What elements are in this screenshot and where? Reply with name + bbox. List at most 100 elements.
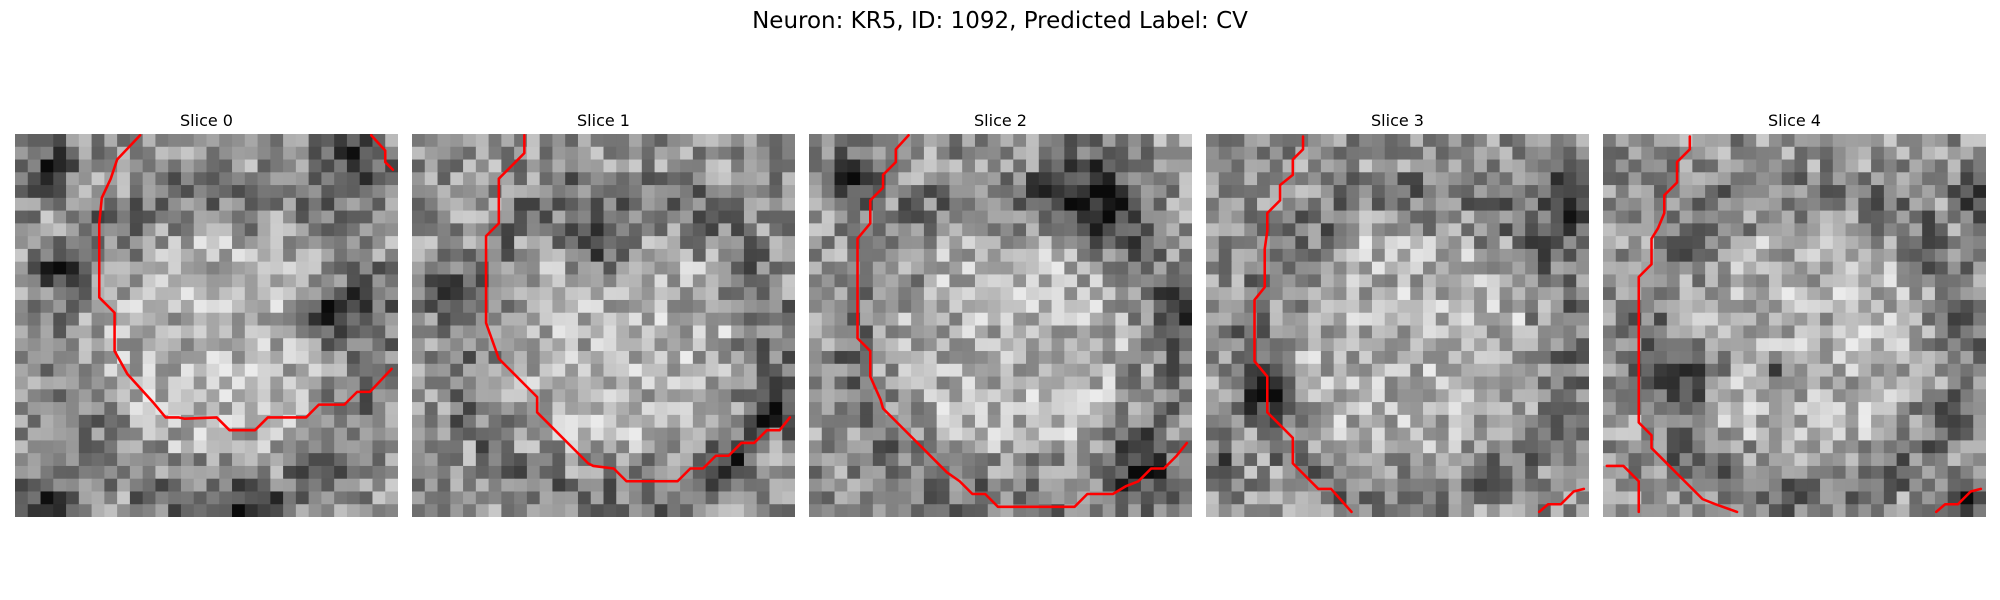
pixel [860,312,874,327]
pixel [1038,274,1053,288]
pixel [1794,465,1808,480]
pixel [577,402,592,416]
pixel [1525,312,1539,327]
pixel [1179,351,1192,365]
pixel [1768,351,1783,365]
pixel [437,287,451,301]
pixel [206,427,220,441]
pixel [809,236,823,250]
pixel [962,402,976,416]
pixel [552,146,566,161]
pixel [1282,325,1296,339]
pixel [1768,261,1783,275]
pixel [1909,299,1923,314]
pixel [501,440,515,454]
pixel [1128,223,1142,237]
pixel [1461,312,1475,327]
pixel [552,440,566,454]
pixel [1756,172,1770,186]
pixel [1832,478,1847,492]
pixel [1384,427,1399,441]
pixel [1717,236,1732,250]
pixel [412,185,426,199]
pixel [1000,440,1014,454]
pixel [40,363,54,378]
pixel [1666,363,1681,378]
pixel [1768,453,1783,467]
pixel [359,478,373,492]
pixel [15,491,29,505]
pixel [27,134,42,148]
pixel [834,440,848,454]
pixel [680,134,694,148]
pixel [860,427,874,441]
pixel [206,159,220,173]
pixel [1550,312,1564,327]
pixel [27,478,42,492]
pixel [66,223,80,237]
pixel [463,338,477,352]
pixel [78,478,93,492]
pixel [860,325,874,339]
pixel [1654,427,1668,441]
pixel [1038,287,1053,301]
pixel [257,287,271,301]
pixel [450,159,464,173]
pixel [743,414,758,429]
pixel [1410,287,1424,301]
pixel [346,351,361,365]
pixel [667,261,681,275]
pixel [1756,351,1770,365]
pixel [1128,402,1142,416]
pixel [641,491,656,505]
pixel [1858,299,1872,314]
pixel [372,363,386,378]
pixel [629,210,643,224]
pixel [283,402,297,416]
pixel [1166,236,1180,250]
pixel [1820,134,1834,148]
pixel [1550,325,1564,339]
pixel [244,299,259,314]
pixel [1576,363,1589,378]
pixel [809,427,823,441]
pixel [769,236,783,250]
pixel [475,223,490,237]
pixel [949,197,963,212]
pixel [1064,363,1078,378]
pixel [463,504,477,517]
pixel [488,363,502,378]
pixel [1128,465,1142,480]
pixel [1333,236,1347,250]
pixel [756,299,770,314]
pixel [463,453,477,467]
pixel [539,440,553,454]
pixel [1384,363,1399,378]
pixel [463,478,477,492]
pixel [424,146,439,161]
pixel [66,134,80,148]
pixel [847,414,861,429]
pixel [860,146,874,161]
pixel [1410,491,1424,505]
pixel [1537,248,1552,263]
pixel [987,389,1002,403]
pixel [949,185,963,199]
pixel [1909,465,1923,480]
pixel [923,351,938,365]
pixel [1743,172,1757,186]
pixel [1026,465,1040,480]
pixel [1257,172,1271,186]
pixel [1397,389,1411,403]
pixel [1973,338,1986,352]
pixel [731,491,745,505]
pixel [142,440,156,454]
pixel [514,312,528,327]
pixel [821,478,836,492]
pixel [193,312,208,327]
pixel [1603,453,1617,467]
pixel [1474,172,1488,186]
pixel [1231,134,1245,148]
pixel [1615,453,1630,467]
pixel [475,146,490,161]
